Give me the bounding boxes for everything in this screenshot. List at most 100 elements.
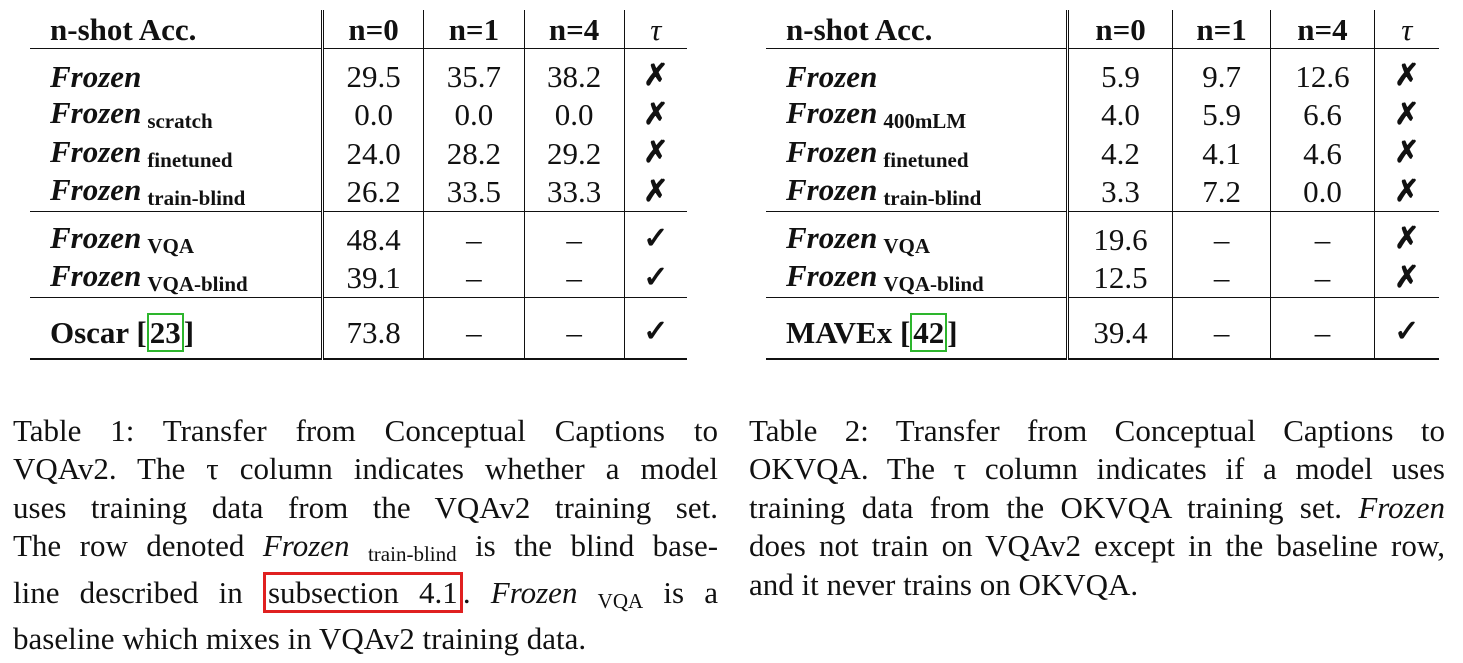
model-variant: 400mLM xyxy=(883,109,967,134)
cell-n0: 12.5 xyxy=(1066,258,1173,298)
table-row: Frozen scratch 0.0 0.0 0.0 ✗ xyxy=(30,95,687,134)
cell-tau: ✗ xyxy=(1373,95,1439,134)
model-variant: finetuned xyxy=(147,147,233,172)
table-2-caption: Table 2: Transfer from Conceptual Captio… xyxy=(749,412,1445,604)
model-name: Oscar xyxy=(50,314,129,350)
table-row: Frozen 400mLM 4.0 5.9 6.6 ✗ xyxy=(766,95,1439,134)
header-tau: τ xyxy=(623,10,687,49)
caption-line: Table 2: Transfer from Conceptual Captio… xyxy=(749,413,1445,448)
model-name: Frozen xyxy=(786,58,878,94)
model-name: Frozen xyxy=(786,133,878,169)
table-row: Frozen VQA 48.4 – – ✓ xyxy=(30,211,687,259)
cell-n0: 19.6 xyxy=(1066,211,1173,259)
cell-tau: ✓ xyxy=(623,211,687,259)
cell-n1: – xyxy=(1171,258,1271,298)
cell-n1: 33.5 xyxy=(423,172,524,212)
subsection-link[interactable]: subsection 4.1 xyxy=(262,571,463,613)
model-name: Frozen xyxy=(786,258,878,294)
caption-line: uses training data from the VQAv2 traini… xyxy=(13,489,718,525)
header-n1: n=1 xyxy=(1171,10,1271,49)
caption-text: is a xyxy=(663,574,718,610)
cell-n0: 73.8 xyxy=(320,297,424,360)
cell-n4: 0.0 xyxy=(523,95,625,134)
cell-tau: ✓ xyxy=(623,297,687,360)
header-model: n-shot Acc. xyxy=(30,10,323,49)
model-variant: train-blind xyxy=(147,186,246,211)
cell-tau: ✗ xyxy=(623,48,687,96)
cell-n0: 26.2 xyxy=(320,172,424,212)
model-name: Frozen xyxy=(50,172,142,208)
cell-n4: 38.2 xyxy=(523,48,625,96)
model-name: Frozen xyxy=(50,95,142,131)
table-header-row: n-shot Acc. n=0 n=1 n=4 τ xyxy=(30,10,687,49)
table-header-row: n-shot Acc. n=0 n=1 n=4 τ xyxy=(766,10,1439,49)
cell-n1: 0.0 xyxy=(423,95,524,134)
citation-link[interactable]: 23 xyxy=(146,312,184,352)
cell-n1: – xyxy=(423,297,524,360)
model-name: Frozen xyxy=(50,133,142,169)
cell-tau: ✗ xyxy=(623,134,687,173)
model-variant: train-blind xyxy=(883,186,982,211)
cell-tau: ✗ xyxy=(1373,211,1439,259)
cell-tau: ✗ xyxy=(1373,134,1439,173)
caption-line: Table 1: Transfer from Conceptual Captio… xyxy=(13,413,718,448)
caption-text: training data from the OKVQA training se… xyxy=(749,489,1342,525)
cell-n0: 4.2 xyxy=(1066,134,1173,173)
cell-n4: 6.6 xyxy=(1270,95,1375,134)
table-row: Frozen VQA-blind 39.1 – – ✓ xyxy=(30,258,687,298)
cell-n1: – xyxy=(1171,297,1271,360)
cell-n1: – xyxy=(423,258,524,298)
caption-frozen: Frozen xyxy=(1358,489,1445,525)
cell-n1: 4.1 xyxy=(1171,134,1271,173)
caption-frozen: Frozen xyxy=(262,528,350,564)
model-name: Frozen xyxy=(786,172,878,208)
model-variant: VQA-blind xyxy=(883,272,984,297)
model-name: Frozen xyxy=(50,58,142,94)
header-n0: n=0 xyxy=(320,10,424,49)
caption-text: The row denoted xyxy=(13,528,245,564)
model-variant: VQA-blind xyxy=(147,272,248,297)
cell-n4: – xyxy=(523,297,625,360)
cell-n1: – xyxy=(1171,211,1271,259)
table-row: MAVEx [42] 39.4 – – ✓ xyxy=(766,297,1439,360)
cell-n0: 4.0 xyxy=(1066,95,1173,134)
cell-tau: ✗ xyxy=(1373,48,1439,96)
caption-text: . xyxy=(462,574,471,610)
cell-n4: – xyxy=(1270,297,1375,360)
caption-text: line described in xyxy=(13,574,243,610)
caption-frozen: Frozen xyxy=(490,574,578,610)
citation-link[interactable]: 42 xyxy=(910,312,948,352)
table-row: Frozen VQA 19.6 – – ✗ xyxy=(766,211,1439,259)
model-variant: VQA xyxy=(883,233,930,258)
cell-tau: ✗ xyxy=(1373,258,1439,298)
cell-tau: ✗ xyxy=(1373,172,1439,212)
table-row: Frozen finetuned 4.2 4.1 4.6 ✗ xyxy=(766,134,1439,173)
cell-n4: 29.2 xyxy=(523,134,625,173)
caption-line: line described in subsection 4.1. Frozen… xyxy=(13,571,718,620)
table-2: n-shot Acc. n=0 n=1 n=4 τ Frozen 5.9 9.7… xyxy=(766,10,1439,360)
cell-n4: – xyxy=(1270,258,1375,298)
cell-n0: 24.0 xyxy=(320,134,424,173)
cell-n0: 5.9 xyxy=(1066,48,1173,96)
caption-subscript: train-blind xyxy=(367,542,457,567)
cell-n1: 35.7 xyxy=(423,48,524,96)
cell-n0: 0.0 xyxy=(320,95,424,134)
cell-n1: – xyxy=(423,211,524,259)
cell-n1: 7.2 xyxy=(1171,172,1271,212)
cell-tau: ✗ xyxy=(623,172,687,212)
cell-n4: 4.6 xyxy=(1270,134,1375,173)
table-row: Frozen finetuned 24.0 28.2 29.2 ✗ xyxy=(30,134,687,173)
cell-n1: 5.9 xyxy=(1171,95,1271,134)
table-row: Frozen VQA-blind 12.5 – – ✗ xyxy=(766,258,1439,298)
table-row: Frozen train-blind 26.2 33.5 33.3 ✗ xyxy=(30,172,687,212)
cell-n0: 39.4 xyxy=(1066,297,1173,360)
caption-line: The row denoted Frozen train-blind is th… xyxy=(13,527,718,573)
model-variant: VQA xyxy=(147,233,194,258)
table-row: Frozen 29.5 35.7 38.2 ✗ xyxy=(30,48,687,96)
caption-line: baseline which mixes in VQAv2 training d… xyxy=(13,621,587,657)
model-name: Frozen xyxy=(50,219,142,255)
model-name: Frozen xyxy=(50,258,142,294)
header-n0: n=0 xyxy=(1066,10,1173,49)
cell-n4: 12.6 xyxy=(1270,48,1375,96)
cell-tau: ✗ xyxy=(623,95,687,134)
